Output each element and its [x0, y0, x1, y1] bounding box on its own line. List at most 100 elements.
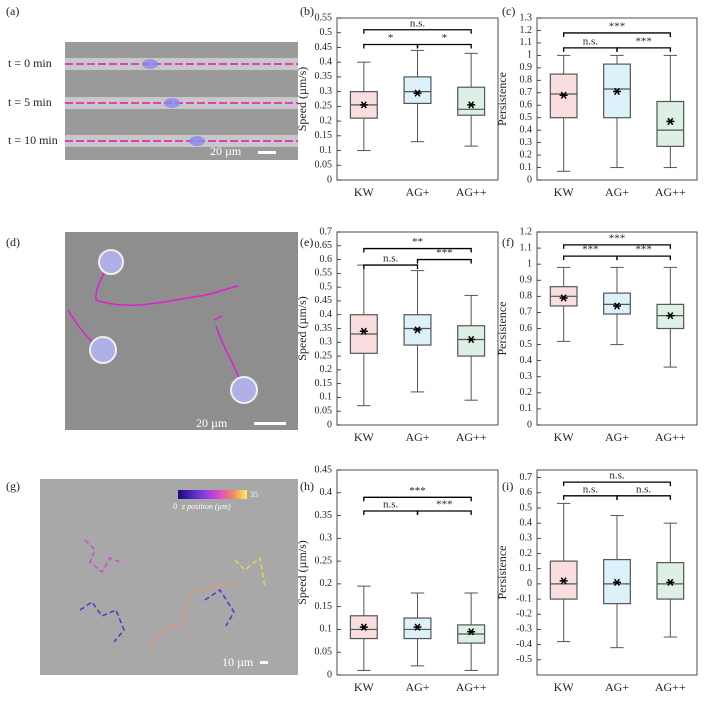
axes-frame [336, 469, 499, 676]
panel-label: (e) [300, 235, 313, 249]
significance-label: *** [635, 244, 652, 256]
x-tick-label: AG++ [456, 430, 487, 444]
significance-label: *** [609, 20, 626, 32]
mean-marker [559, 91, 568, 99]
panel-label: (i) [502, 479, 513, 493]
y-tick-label: 0 [527, 419, 532, 430]
channel-strips [65, 58, 298, 147]
scale-bar [258, 151, 276, 154]
y-tick-label: 0.2 [320, 115, 333, 126]
y-tick-label: 0.6 [520, 487, 533, 498]
y-axis-label: Speed (µm/s) [295, 67, 309, 132]
y-tick-label: 1.1 [520, 37, 533, 48]
y-tick-label: 0.05 [315, 406, 333, 417]
y-tick-label: 0.1 [320, 624, 333, 635]
x-tick-label: KW [554, 430, 575, 444]
significance-label: n.s. [636, 483, 652, 495]
scale-bar [254, 422, 286, 425]
y-tick-label: 0.3 [320, 337, 333, 348]
y-tick-label: 0.5 [520, 339, 533, 350]
y-tick-label: 0.6 [520, 323, 533, 334]
y-tick-label: -0.3 [516, 624, 532, 635]
y-tick-label: 0.35 [315, 510, 333, 521]
mean-marker [613, 578, 621, 587]
mean-marker [559, 294, 568, 302]
y-axis-label: Persistence [495, 546, 509, 600]
time-label: t = 0 min [8, 56, 52, 70]
y-tick-label: 0.25 [315, 101, 333, 112]
x-tick-label: AG++ [456, 185, 487, 199]
3d-tracks [79, 539, 266, 651]
significance-label: n.s. [609, 470, 625, 482]
mean-marker [413, 623, 422, 631]
scale-bar-label: 10 µm [222, 655, 254, 669]
significance-bracket [363, 510, 419, 515]
y-tick-label: 0.45 [315, 295, 333, 306]
significance-bracket [416, 43, 472, 49]
y-tick-label: 0.35 [315, 323, 333, 334]
y-tick-label: 0.4 [320, 309, 333, 320]
axes-frame [536, 469, 698, 676]
y-tick-label: 0 [327, 669, 332, 680]
y-tick-label: 0.4 [320, 56, 333, 67]
mean-marker [613, 302, 621, 310]
x-tick-label: KW [554, 680, 575, 694]
box [603, 292, 631, 315]
y-tick-label: 0.4 [520, 355, 533, 366]
box [656, 303, 685, 330]
y-tick-label: 0.1 [520, 162, 533, 173]
significance-bracket [416, 510, 472, 515]
box [457, 86, 486, 116]
y-tick-label: 0 [527, 578, 532, 589]
significance-label: *** [635, 35, 652, 47]
y-tick-label: 0.2 [520, 548, 533, 559]
y-axis-label: Persistence [495, 72, 509, 126]
y-tick-label: 0.3 [320, 533, 333, 544]
y-tick-label: 0.25 [315, 350, 333, 361]
colorbar-tick: 0 [173, 502, 177, 511]
x-tick-label: KW [354, 680, 375, 694]
x-tick-label: AG++ [655, 430, 686, 444]
significance-label: *** [582, 244, 599, 256]
significance-bracket [563, 255, 618, 261]
significance-bracket [363, 264, 419, 270]
y-tick-label: 0.7 [520, 87, 533, 98]
significance-bracket [616, 47, 671, 52]
x-tick-label: AG++ [456, 680, 487, 694]
y-tick-label: 0.1 [520, 403, 533, 414]
significance-bracket [363, 496, 472, 502]
y-tick-label: 0.2 [520, 149, 533, 160]
significance-label: n.s. [583, 35, 599, 47]
panel-label: (g) [6, 479, 20, 493]
y-tick-label: 0.9 [520, 275, 533, 286]
panel-label: (b) [300, 4, 314, 18]
mean-marker [467, 101, 476, 109]
box [656, 562, 685, 600]
significance-bracket [363, 247, 472, 253]
y-tick-label: 1.2 [520, 25, 533, 36]
cells [89, 249, 258, 404]
y-tick-label: 0.55 [315, 12, 333, 23]
significance-bracket [363, 29, 472, 34]
scale-bar-label: 20 µm [196, 416, 228, 430]
micrograph [40, 479, 298, 675]
y-tick-label: 0.15 [315, 601, 333, 612]
y-tick-label: 0.9 [520, 62, 533, 73]
y-tick-label: 0.3 [520, 137, 533, 148]
y-tick-label: 0.45 [315, 42, 333, 53]
y-tick-label: 0.25 [315, 555, 333, 566]
mean-marker [559, 577, 568, 585]
x-tick-label: AG++ [655, 185, 686, 199]
y-tick-label: 1.3 [520, 12, 533, 23]
colorbar-tick: 35 [250, 490, 258, 499]
box [603, 63, 631, 119]
time-label: t = 10 min [8, 133, 58, 147]
significance-label: n.s. [583, 483, 599, 495]
y-tick-label: 0.05 [315, 647, 333, 658]
significance-bracket [563, 481, 671, 487]
y-tick-label: 0.15 [315, 378, 333, 389]
mean-marker [359, 327, 368, 335]
y-tick-label: 0.5 [520, 112, 533, 123]
significance-label: n.s. [383, 499, 399, 511]
